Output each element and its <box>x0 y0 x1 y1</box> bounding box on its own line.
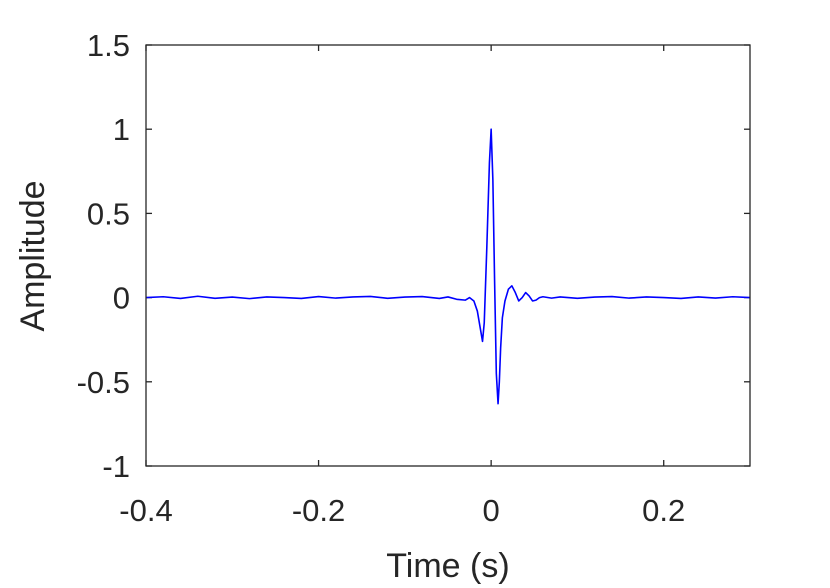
series-line <box>145 128 751 405</box>
x-tick-labels: -0.4 -0.2 0 0.2 <box>119 493 685 528</box>
y-axis-label: Amplitude <box>14 180 52 331</box>
x-axis-label: Time (s) <box>386 547 509 585</box>
plot-area <box>146 45 750 466</box>
y-tick-label: 0.5 <box>87 196 130 231</box>
x-tick-label: -0.2 <box>292 493 345 528</box>
y-tick-label: 1.5 <box>87 28 130 63</box>
x-tick-label: 0 <box>483 493 500 528</box>
x-tick-label: -0.4 <box>119 493 172 528</box>
y-tick-label: -0.5 <box>77 365 130 400</box>
y-tick-labels: -1 -0.5 0 0.5 1 1.5 <box>77 28 130 484</box>
y-tick-label: 0 <box>113 281 130 316</box>
x-tick-label: 0.2 <box>642 493 685 528</box>
plot-frame <box>145 44 751 467</box>
y-tick-label: 1 <box>113 112 130 147</box>
y-tick-label: -1 <box>102 449 130 484</box>
